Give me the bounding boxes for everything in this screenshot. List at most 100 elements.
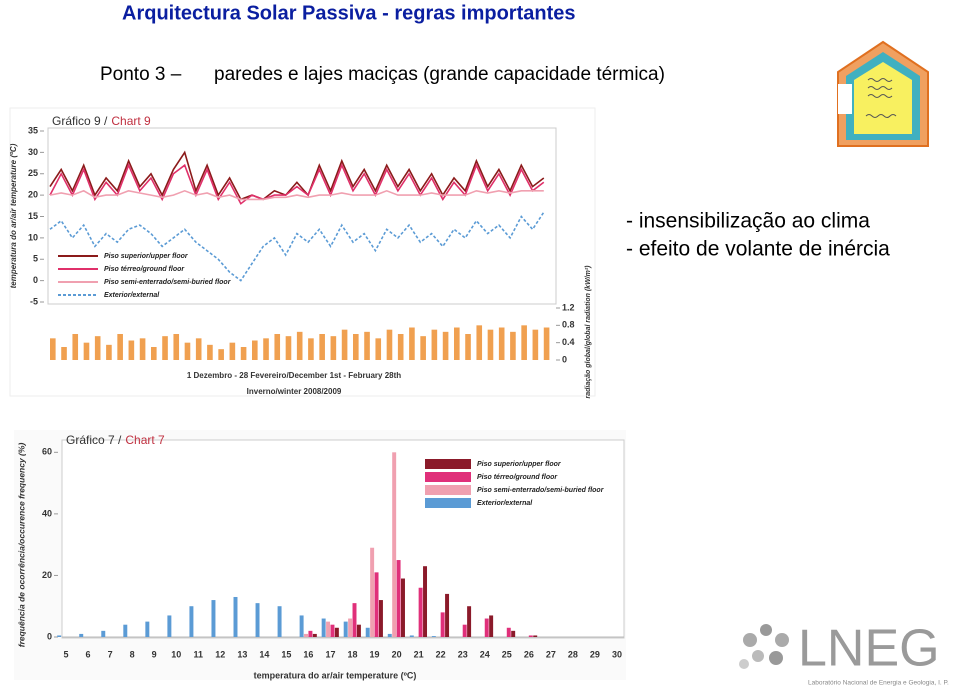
bar	[296, 331, 303, 360]
bar	[79, 633, 84, 637]
series-line	[49, 163, 545, 205]
x-tick-label: 24	[480, 649, 490, 659]
bar	[101, 630, 106, 637]
legend-entry: Piso semi-enterrado/semi-buried floor	[477, 487, 605, 494]
bar	[511, 630, 516, 637]
legend-swatch	[425, 498, 471, 508]
bar	[532, 329, 539, 360]
chart-subtitle: Inverno/winter 2008/2009	[247, 387, 342, 396]
legend-swatch	[425, 485, 471, 495]
logo: LNEG Laboratório Nacional de Energia e G…	[739, 620, 949, 687]
y-tick-label: 1.2	[562, 302, 575, 312]
bar	[343, 621, 348, 637]
y-tick-label: 20	[42, 570, 52, 580]
logo-caption: Laboratório Nacional de Energia e Geolog…	[808, 680, 949, 687]
x-tick-label: 5	[64, 649, 69, 659]
bar	[83, 342, 90, 360]
slide-title: Arquitectura Solar Passiva - regras impo…	[122, 2, 576, 24]
bar	[353, 334, 359, 360]
axis-label: radiação global/global radiation (kW/m²)	[585, 265, 592, 399]
x-tick-label: 18	[348, 649, 358, 659]
x-tick-label: 19	[370, 649, 380, 659]
bar	[277, 606, 282, 637]
axis-label: frequência de ocorrência/occurence frequ…	[16, 443, 26, 648]
bar	[431, 636, 436, 637]
bar	[61, 347, 67, 360]
bar	[445, 593, 450, 637]
bar	[195, 338, 202, 360]
y-tick-label: 5	[33, 254, 38, 264]
bar	[409, 327, 415, 360]
plot-frame	[47, 127, 557, 305]
x-tick-label: 17	[325, 649, 335, 659]
x-tick-label: 6	[86, 649, 91, 659]
bar	[341, 329, 348, 360]
bar	[312, 633, 317, 637]
series-line	[49, 189, 544, 201]
series-line	[49, 211, 545, 282]
logo-name: LNEG	[798, 620, 940, 678]
bar	[423, 566, 428, 637]
y-tick-label: 0	[562, 354, 567, 364]
y-tick-label: 40	[42, 508, 52, 518]
y-tick-label: 0	[33, 275, 38, 285]
plot-frame	[61, 439, 625, 639]
bar	[207, 344, 213, 360]
bar	[397, 334, 404, 360]
bar	[396, 560, 401, 637]
bar	[387, 633, 392, 637]
bar	[128, 340, 135, 360]
bar	[442, 331, 449, 360]
x-tick-label: 26	[524, 649, 534, 659]
bar	[462, 624, 467, 637]
bar	[374, 572, 379, 637]
bar	[401, 578, 405, 637]
legend-entry: Piso semi-enterrado/semi-buried floor	[104, 279, 232, 286]
bar	[330, 336, 337, 360]
chart-title-pt: Gráfico 7 /	[66, 433, 122, 447]
bar	[189, 606, 194, 637]
bar	[72, 334, 79, 360]
bar	[308, 630, 313, 637]
bar	[521, 325, 527, 360]
bar	[151, 347, 157, 360]
bar	[348, 618, 353, 637]
bar	[139, 338, 146, 360]
x-tick-label: 21	[414, 649, 424, 659]
bar	[308, 338, 314, 360]
y-tick-label: 15	[28, 211, 38, 221]
bar	[50, 338, 56, 360]
legend-entry: Piso térreo/ground floor	[477, 474, 558, 481]
x-tick-label: 20	[392, 649, 402, 659]
bar	[392, 452, 397, 637]
bar	[145, 621, 150, 637]
bullet: - insensibilização ao clima	[626, 210, 870, 233]
bar	[274, 334, 281, 360]
legend-entry: Piso superior/upper floor	[104, 253, 189, 260]
y-tick-label: 10	[28, 232, 38, 242]
bar	[255, 603, 260, 637]
bar	[484, 618, 489, 637]
bar	[252, 340, 258, 360]
bar	[233, 596, 238, 637]
legend-swatch	[425, 472, 471, 482]
y-tick-label: 0	[47, 631, 52, 641]
y-tick-label: 30	[28, 147, 38, 157]
bar	[465, 334, 471, 360]
y-tick-label: 35	[28, 125, 38, 135]
x-axis-label: temperatura do ar/air temperature (ºC)	[254, 670, 417, 680]
bar	[330, 624, 335, 637]
y-tick-label: 0.8	[562, 320, 575, 330]
legend-entry: Exterior/external	[477, 500, 533, 507]
x-tick-label: 11	[193, 649, 203, 659]
point-subject: paredes e lajes maciças (grande capacida…	[214, 64, 665, 85]
x-tick-label: 29	[590, 649, 600, 659]
axis-label: temperatura do ar/air temperature (ºC)	[9, 143, 18, 288]
x-tick-label: 28	[568, 649, 578, 659]
bar	[365, 627, 370, 637]
bar	[454, 327, 460, 360]
bar	[326, 621, 331, 637]
bar	[106, 344, 112, 360]
bar	[533, 635, 538, 637]
bar	[218, 349, 224, 360]
